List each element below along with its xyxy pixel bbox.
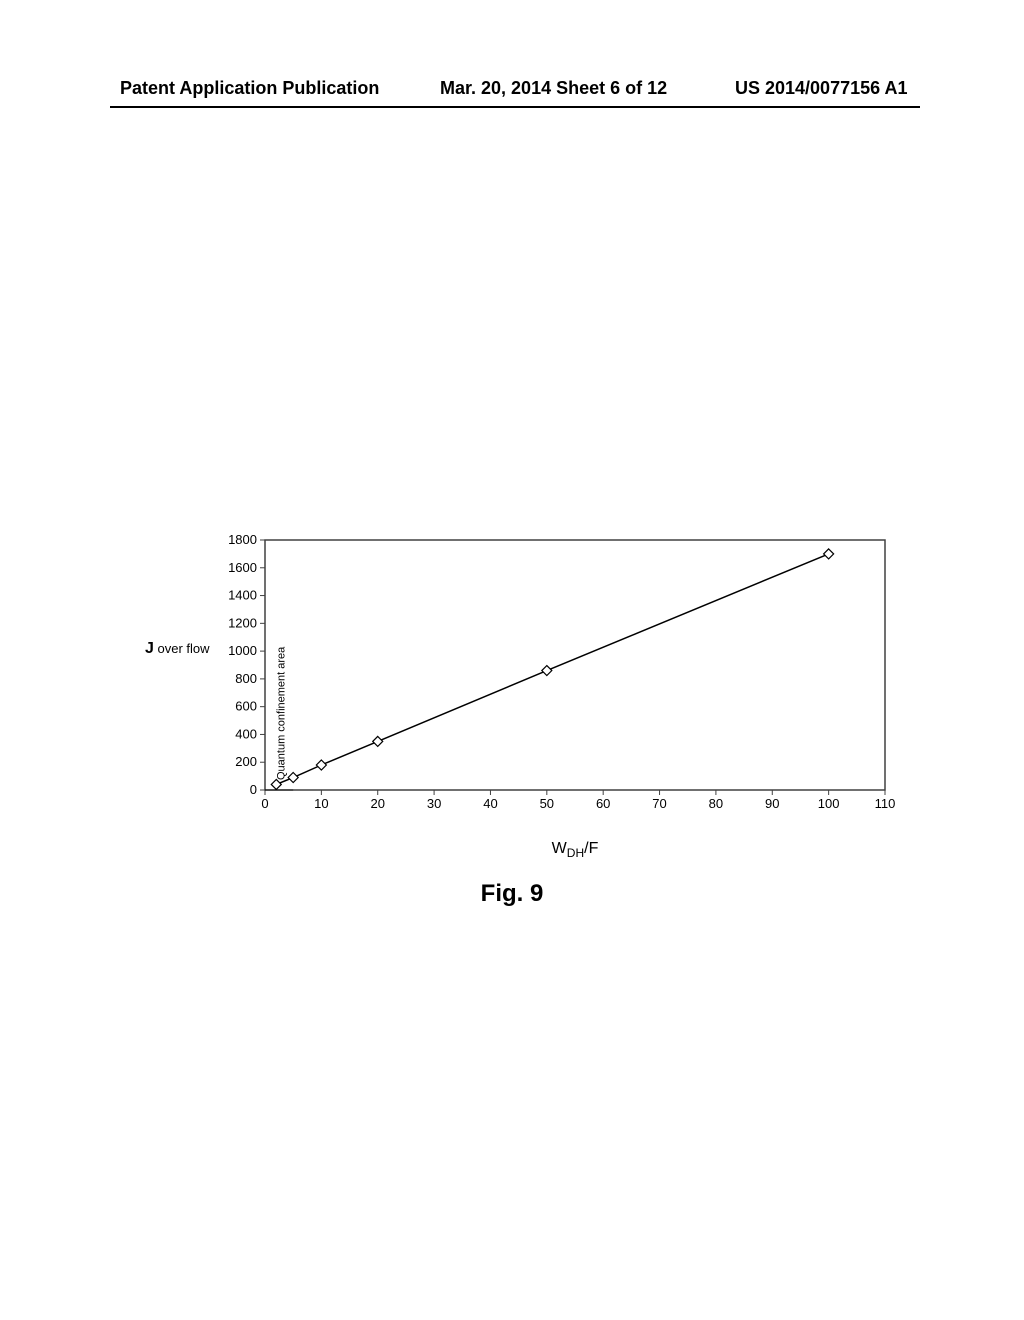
svg-text:110: 110 bbox=[875, 796, 896, 811]
svg-text:40: 40 bbox=[483, 796, 497, 811]
header-left: Patent Application Publication bbox=[120, 78, 379, 99]
svg-text:50: 50 bbox=[540, 796, 554, 811]
figure-caption: Fig. 9 bbox=[0, 880, 1024, 908]
svg-text:70: 70 bbox=[652, 796, 666, 811]
svg-text:60: 60 bbox=[596, 796, 610, 811]
ylabel-main: J bbox=[145, 640, 154, 657]
svg-text:800: 800 bbox=[235, 671, 257, 686]
svg-text:90: 90 bbox=[765, 796, 779, 811]
svg-text:1400: 1400 bbox=[228, 588, 257, 603]
svg-text:1000: 1000 bbox=[228, 643, 257, 658]
header-right: US 2014/0077156 A1 bbox=[735, 78, 907, 99]
y-axis-label: J over flow bbox=[145, 640, 210, 658]
svg-text:1200: 1200 bbox=[228, 615, 257, 630]
header-divider bbox=[110, 106, 920, 108]
svg-text:20: 20 bbox=[370, 796, 384, 811]
xlabel-tail: /F bbox=[584, 840, 598, 857]
header-center: Mar. 20, 2014 Sheet 6 of 12 bbox=[440, 78, 667, 99]
svg-text:200: 200 bbox=[235, 754, 257, 769]
svg-text:1800: 1800 bbox=[228, 532, 257, 547]
svg-text:0: 0 bbox=[250, 782, 257, 797]
svg-text:100: 100 bbox=[818, 796, 840, 811]
ylabel-sub: over flow bbox=[154, 641, 210, 656]
svg-text:30: 30 bbox=[427, 796, 441, 811]
svg-text:0: 0 bbox=[261, 796, 268, 811]
svg-text:600: 600 bbox=[235, 699, 257, 714]
svg-text:Quantum confinement area: Quantum confinement area bbox=[276, 646, 288, 780]
x-axis-label: WDH/F bbox=[552, 840, 599, 860]
chart-container: J over flow 0200400600800100012001400160… bbox=[155, 530, 915, 850]
xlabel-main: W bbox=[552, 840, 567, 857]
svg-text:400: 400 bbox=[235, 726, 257, 741]
svg-text:1600: 1600 bbox=[228, 560, 257, 575]
svg-text:80: 80 bbox=[709, 796, 723, 811]
svg-text:10: 10 bbox=[314, 796, 328, 811]
chart-svg: 0 200 400 600 800 1000 1200 1400 1600 1800 0 10 20 30… bbox=[215, 530, 935, 840]
xlabel-sub: DH bbox=[567, 846, 584, 860]
